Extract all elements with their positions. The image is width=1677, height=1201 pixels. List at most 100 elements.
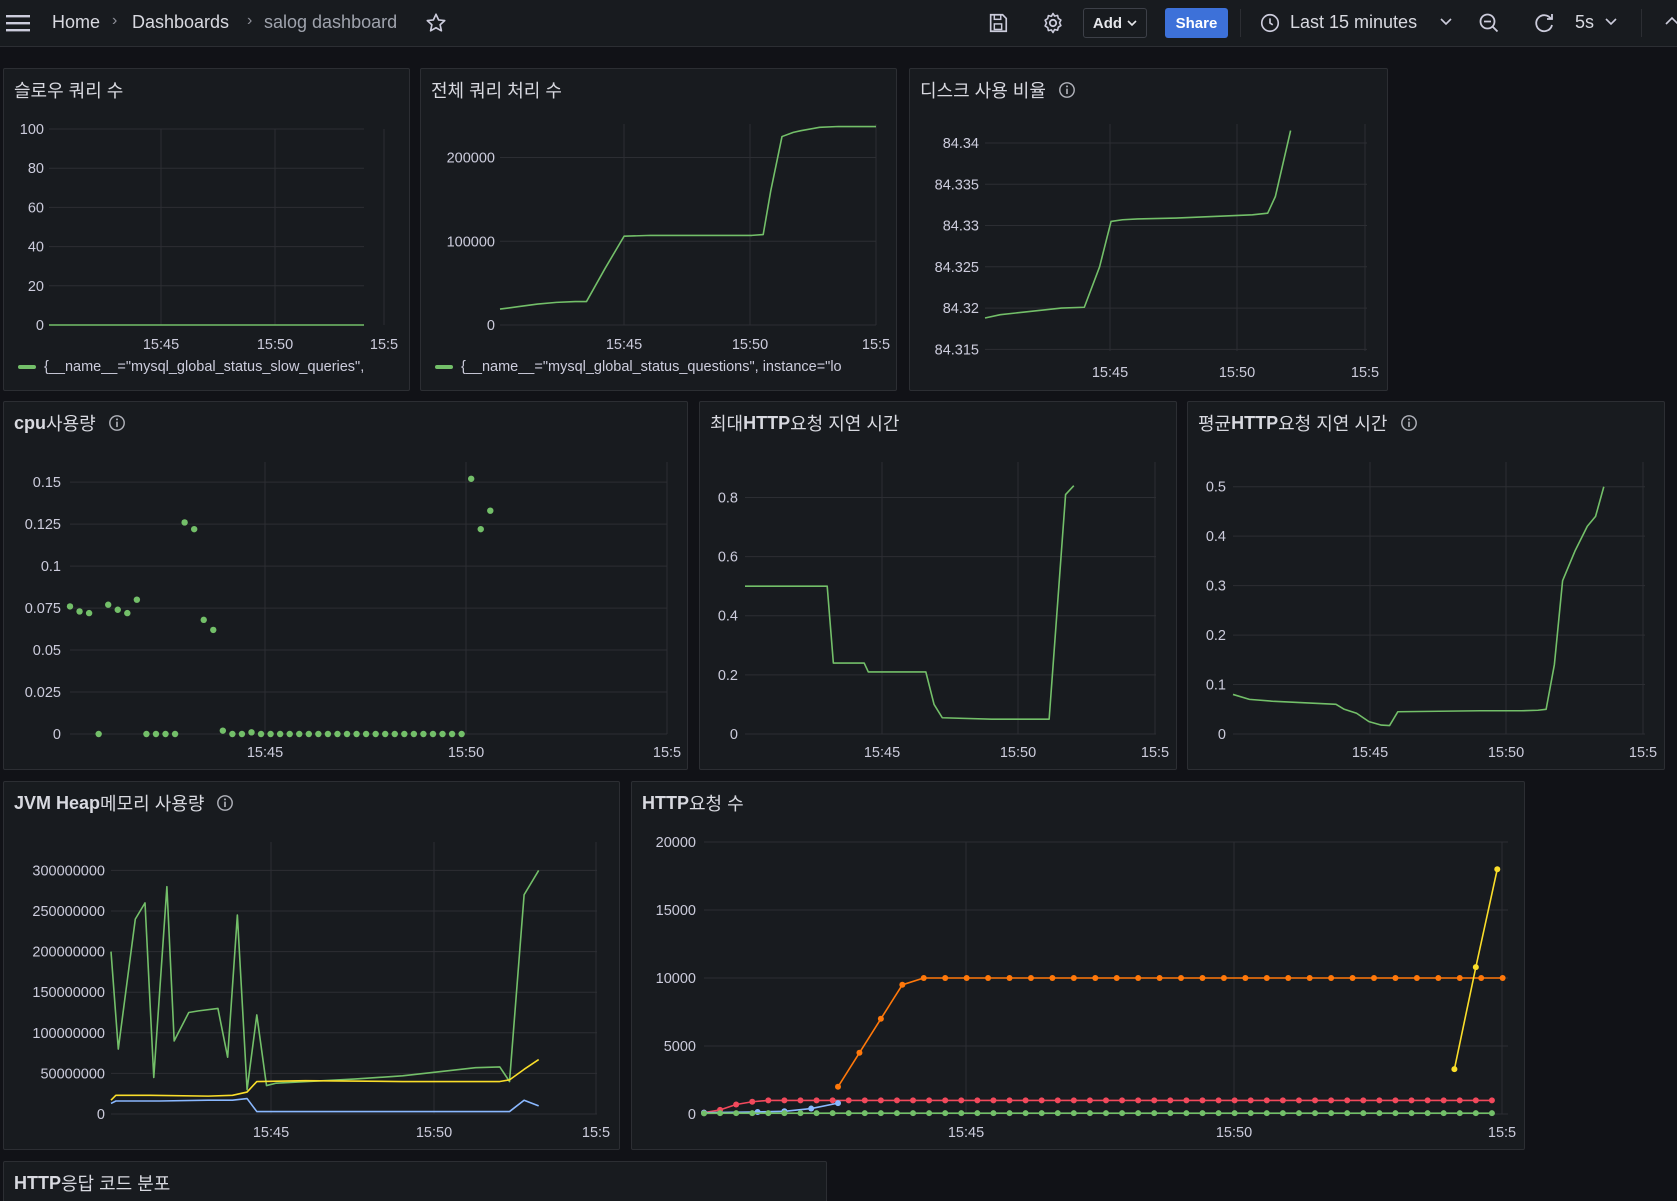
share-button[interactable]: Share — [1165, 8, 1228, 38]
data-point[interactable] — [1279, 1110, 1286, 1117]
data-point[interactable] — [267, 730, 274, 738]
data-point[interactable] — [808, 1105, 815, 1112]
data-point[interactable] — [1456, 975, 1463, 981]
data-point[interactable] — [1488, 1110, 1495, 1117]
data-point[interactable] — [1199, 975, 1206, 981]
data-point[interactable] — [171, 730, 179, 738]
data-point[interactable] — [749, 1098, 756, 1105]
data-point[interactable] — [1231, 1110, 1238, 1117]
data-point[interactable] — [1038, 1110, 1045, 1117]
data-point[interactable] — [210, 626, 217, 634]
data-point[interactable] — [1435, 975, 1442, 981]
data-point[interactable] — [95, 730, 102, 738]
data-point[interactable] — [305, 730, 312, 738]
panel-jvm-heap[interactable]: JVM Heap 메모리 사용량 300000000 250000000 20000… — [3, 781, 620, 1150]
data-point[interactable] — [877, 1015, 884, 1022]
data-point[interactable] — [76, 608, 83, 615]
data-point[interactable] — [1183, 1097, 1190, 1104]
data-point[interactable] — [1349, 975, 1356, 981]
series-line[interactable] — [745, 485, 1075, 721]
data-point[interactable] — [958, 1110, 965, 1117]
data-point[interactable] — [1360, 1097, 1367, 1104]
data-point[interactable] — [114, 606, 121, 613]
data-point[interactable] — [1440, 1097, 1447, 1104]
data-point[interactable] — [1215, 1097, 1222, 1104]
data-point[interactable] — [85, 609, 93, 617]
data-point[interactable] — [286, 730, 293, 738]
info-icon[interactable] — [1400, 414, 1418, 432]
data-point[interactable] — [1424, 1097, 1431, 1104]
data-point[interactable] — [1103, 1110, 1109, 1117]
save-icon[interactable] — [987, 12, 1009, 34]
data-point[interactable] — [1263, 1097, 1270, 1104]
info-icon[interactable] — [1058, 81, 1076, 99]
panel-http-status-codes[interactable]: HTTP 응답 코드 분포 — [3, 1161, 827, 1201]
data-point[interactable] — [1376, 1110, 1383, 1117]
data-point[interactable] — [990, 1097, 997, 1104]
data-point[interactable] — [248, 729, 255, 736]
data-point[interactable] — [1220, 975, 1227, 981]
data-point[interactable] — [1392, 1110, 1399, 1117]
data-point[interactable] — [1392, 975, 1399, 981]
data-point[interactable] — [1494, 866, 1501, 873]
data-point[interactable] — [429, 730, 437, 738]
series-line[interactable] — [984, 130, 1292, 319]
breadcrumb-home[interactable]: Home — [52, 12, 101, 32]
data-point[interactable] — [1103, 1097, 1109, 1104]
menu-icon[interactable] — [6, 12, 30, 34]
data-point[interactable] — [324, 730, 332, 738]
data-point[interactable] — [1344, 1097, 1351, 1104]
data-point[interactable] — [1070, 1097, 1077, 1104]
data-point[interactable] — [1092, 975, 1099, 981]
data-point[interactable] — [219, 727, 227, 734]
data-point[interactable] — [1285, 975, 1292, 981]
refresh-icon[interactable] — [1532, 11, 1556, 35]
data-point[interactable] — [1199, 1110, 1206, 1117]
star-icon[interactable] — [425, 12, 447, 34]
data-point[interactable] — [765, 1097, 772, 1104]
data-point[interactable] — [1478, 975, 1485, 981]
data-point[interactable] — [829, 1097, 836, 1104]
data-point[interactable] — [835, 1083, 841, 1090]
data-point[interactable] — [701, 1110, 707, 1117]
data-point[interactable] — [152, 730, 160, 738]
panel-max-http-latency[interactable]: 최대 HTTP 요청 지연 시간 0.8 0.6 0.4 0.2 0 15:45 15:50… — [699, 401, 1177, 770]
data-point[interactable] — [1312, 1097, 1319, 1104]
data-point[interactable] — [1022, 1110, 1029, 1117]
data-point[interactable] — [1456, 1110, 1463, 1117]
data-point[interactable] — [1119, 1097, 1126, 1104]
data-point[interactable] — [1295, 1110, 1302, 1117]
data-point[interactable] — [1027, 975, 1034, 981]
data-point[interactable] — [974, 1097, 981, 1104]
data-point[interactable] — [1070, 1110, 1077, 1117]
data-point[interactable] — [910, 1110, 917, 1117]
data-point[interactable] — [1006, 1097, 1013, 1104]
data-point[interactable] — [1424, 1110, 1431, 1117]
data-point[interactable] — [362, 730, 370, 738]
series-line[interactable] — [837, 977, 1503, 1088]
data-point[interactable] — [829, 1110, 836, 1117]
data-point[interactable] — [926, 1110, 933, 1117]
data-point[interactable] — [1279, 1097, 1286, 1104]
data-point[interactable] — [1135, 1097, 1142, 1104]
data-point[interactable] — [1312, 1110, 1319, 1117]
info-icon[interactable] — [108, 414, 126, 432]
data-point[interactable] — [276, 730, 284, 738]
data-point[interactable] — [1113, 975, 1120, 981]
series-line[interactable] — [1232, 486, 1605, 727]
data-point[interactable] — [315, 730, 322, 738]
data-point[interactable] — [845, 1110, 852, 1117]
data-point[interactable] — [1006, 1110, 1013, 1117]
data-point[interactable] — [1086, 1097, 1093, 1104]
data-point[interactable] — [1070, 975, 1077, 981]
data-point[interactable] — [1167, 1097, 1174, 1104]
data-point[interactable] — [448, 730, 456, 738]
series-line[interactable] — [110, 1097, 539, 1113]
data-point[interactable] — [781, 1110, 788, 1117]
data-point[interactable] — [942, 975, 949, 981]
time-range-picker[interactable]: Last 15 minutes — [1290, 12, 1418, 32]
data-point[interactable] — [813, 1110, 820, 1117]
data-point[interactable] — [942, 1110, 949, 1117]
data-point[interactable] — [1022, 1097, 1029, 1104]
series-line[interactable] — [499, 125, 876, 310]
